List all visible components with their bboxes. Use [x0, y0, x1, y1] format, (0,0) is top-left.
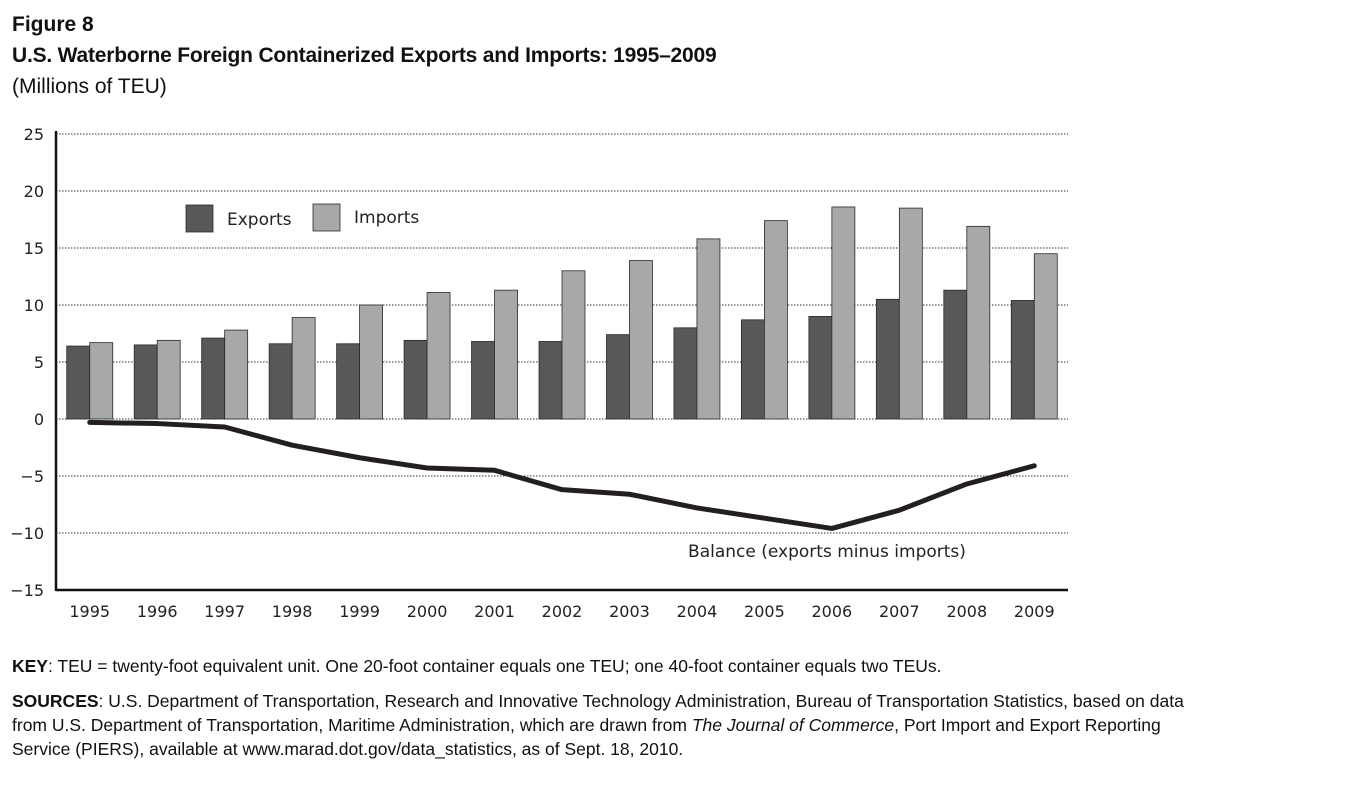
- bar-imports: [156, 339, 181, 420]
- x-axis-tick-labels: 1995 1996 1997 1998 1999 2000 2001 2002 2003 2004…: [69, 602, 1054, 621]
- bar-exports: [538, 341, 563, 420]
- figure-label: Figure 8: [12, 13, 94, 36]
- bar-exports: [606, 334, 630, 420]
- x-tick-label: 1998: [272, 602, 313, 621]
- bar-exports: [673, 327, 698, 420]
- x-tick-label: 2009: [1014, 602, 1055, 621]
- bar-imports: [629, 260, 653, 420]
- sources-text-1: : U.S. Department of Transportation, Res…: [12, 691, 1184, 735]
- x-tick-label: 2005: [744, 602, 785, 621]
- y-tick-label: 15: [24, 239, 44, 258]
- bars-group: [66, 206, 1058, 420]
- legend: Exports Imports: [185, 203, 419, 233]
- x-tick-label: 2002: [542, 602, 583, 621]
- bar-exports: [336, 343, 361, 420]
- y-tick-label: −15: [10, 581, 44, 600]
- bar-imports: [898, 207, 923, 420]
- key-note: KEY: TEU = twenty-foot equivalent unit. …: [12, 654, 1212, 678]
- sources-text-2: , Port Import and Export Reporting Servi…: [12, 715, 1161, 759]
- x-tick-label: 2003: [609, 602, 650, 621]
- x-tick-label: 2004: [677, 602, 718, 621]
- bar-exports: [201, 337, 226, 420]
- chart-svg: 25 20 15 10 5 0 −5 −10 −15 1995 1996 1997 1998 1999 2…: [10, 125, 1068, 621]
- x-tick-label: 1996: [137, 602, 178, 621]
- legend-swatch-imports: [312, 203, 341, 232]
- legend-swatch-exports: [185, 204, 214, 233]
- bar-imports: [696, 238, 721, 420]
- y-tick-label: −10: [10, 524, 44, 543]
- bar-imports: [1033, 253, 1058, 420]
- bar-imports: [966, 225, 991, 420]
- axes: [54, 131, 1068, 592]
- x-tick-label: 2007: [879, 602, 920, 621]
- bar-exports: [1010, 300, 1035, 420]
- bar-imports: [89, 342, 114, 420]
- bar-imports: [764, 220, 788, 420]
- x-tick-label: 2000: [407, 602, 448, 621]
- key-label: KEY: [12, 656, 48, 676]
- bar-exports: [268, 343, 293, 420]
- balance-line-group: Balance (exports minus imports): [87, 419, 1037, 562]
- chart-title: U.S. Waterborne Foreign Containerized Ex…: [12, 44, 717, 67]
- bar-imports: [359, 304, 384, 420]
- bar-imports: [291, 317, 316, 420]
- sources-note: SOURCES: U.S. Department of Transportati…: [12, 689, 1212, 761]
- balance-line: [87, 419, 1037, 531]
- bar-exports: [133, 344, 158, 420]
- x-tick-label: 1999: [339, 602, 380, 621]
- y-tick-label: −5: [20, 467, 44, 486]
- key-text: : TEU = twenty-foot equivalent unit. One…: [47, 656, 942, 676]
- bar-exports: [875, 298, 900, 420]
- bar-exports: [403, 339, 428, 420]
- bar-imports: [561, 270, 586, 420]
- x-tick-label: 1997: [204, 602, 245, 621]
- y-tick-label: 5: [34, 353, 44, 372]
- y-tick-label: 0: [34, 410, 44, 429]
- legend-label-imports: Imports: [354, 208, 419, 228]
- bar-exports: [471, 341, 495, 420]
- y-axis-tick-labels: 25 20 15 10 5 0 −5 −10 −15: [10, 125, 44, 600]
- bar-exports: [741, 319, 765, 420]
- sources-italic: The Journal of Commerce: [691, 715, 895, 735]
- balance-line-label: Balance (exports minus imports): [688, 542, 966, 562]
- y-tick-label: 10: [24, 296, 44, 315]
- bar-exports: [943, 289, 968, 420]
- x-tick-label: 2008: [946, 602, 987, 621]
- bar-imports: [494, 289, 518, 420]
- x-tick-label: 2006: [812, 602, 853, 621]
- bar-imports: [224, 329, 249, 420]
- x-tick-label: 2001: [474, 602, 515, 621]
- bar-imports: [426, 292, 451, 420]
- sources-label: SOURCES: [12, 691, 99, 711]
- chart-subtitle: (Millions of TEU): [12, 75, 167, 98]
- y-tick-label: 25: [24, 125, 44, 144]
- bar-exports: [808, 315, 833, 420]
- x-tick-label: 1995: [69, 602, 110, 621]
- bar-exports: [66, 345, 91, 420]
- bar-imports: [831, 206, 856, 420]
- legend-label-exports: Exports: [227, 210, 292, 230]
- y-tick-label: 20: [24, 182, 44, 201]
